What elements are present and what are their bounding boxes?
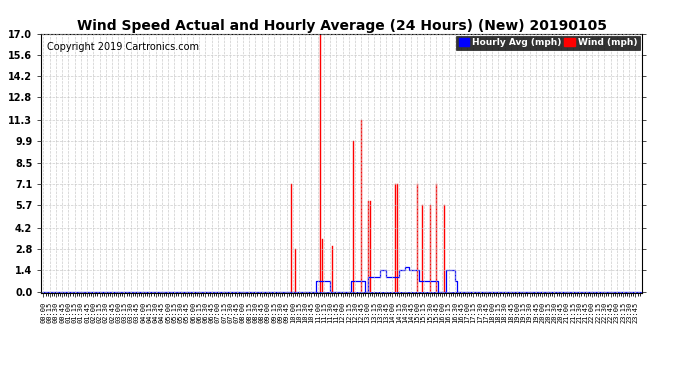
Legend: Hourly Avg (mph), Wind (mph): Hourly Avg (mph), Wind (mph) [456,36,640,50]
Title: Wind Speed Actual and Hourly Average (24 Hours) (New) 20190105: Wind Speed Actual and Hourly Average (24… [77,19,607,33]
Text: Copyright 2019 Cartronics.com: Copyright 2019 Cartronics.com [48,42,199,51]
